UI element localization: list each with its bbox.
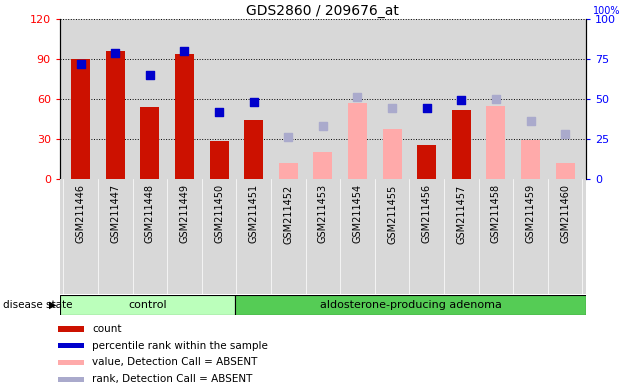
Text: ▶: ▶: [49, 300, 57, 310]
Point: [352, 94, 362, 100]
Bar: [348, 103, 367, 179]
Text: GSM211447: GSM211447: [110, 184, 120, 243]
Text: rank, Detection Call = ABSENT: rank, Detection Call = ABSENT: [92, 374, 253, 384]
Bar: [313, 152, 333, 179]
Bar: [58, 360, 84, 365]
Point: [249, 99, 259, 105]
Text: GSM211446: GSM211446: [76, 184, 86, 243]
Point: [214, 109, 224, 115]
Bar: [382, 129, 401, 179]
Text: 100%: 100%: [593, 7, 621, 17]
Point: [560, 131, 570, 137]
Bar: [58, 343, 84, 348]
Bar: [417, 146, 436, 179]
Text: GSM211453: GSM211453: [318, 184, 328, 243]
Bar: [556, 163, 575, 179]
Bar: [60, 295, 235, 315]
Point: [491, 96, 501, 102]
Point: [387, 105, 397, 111]
Bar: [58, 377, 84, 382]
Text: count: count: [92, 324, 122, 334]
Text: GSM211448: GSM211448: [145, 184, 155, 243]
Point: [145, 72, 155, 78]
Bar: [106, 51, 125, 179]
Point: [525, 118, 536, 124]
Text: value, Detection Call = ABSENT: value, Detection Call = ABSENT: [92, 358, 257, 367]
Bar: [486, 106, 505, 179]
Bar: [175, 54, 194, 179]
Bar: [244, 120, 263, 179]
Text: GSM211458: GSM211458: [491, 184, 501, 243]
Point: [110, 50, 120, 56]
Bar: [71, 59, 90, 179]
Point: [421, 105, 432, 111]
Text: disease state: disease state: [3, 300, 72, 310]
Bar: [235, 295, 586, 315]
Point: [284, 134, 294, 140]
Point: [76, 61, 86, 67]
Point: [456, 98, 466, 104]
Text: GSM211452: GSM211452: [284, 184, 294, 243]
Text: GSM211460: GSM211460: [560, 184, 570, 243]
Text: aldosterone-producing adenoma: aldosterone-producing adenoma: [319, 300, 501, 310]
Bar: [58, 326, 84, 332]
Bar: [521, 140, 540, 179]
Text: GSM211449: GSM211449: [180, 184, 190, 243]
Text: GSM211457: GSM211457: [456, 184, 466, 243]
Text: GSM211450: GSM211450: [214, 184, 224, 243]
Point: [318, 123, 328, 129]
Bar: [140, 107, 159, 179]
Text: control: control: [129, 300, 167, 310]
Bar: [452, 109, 471, 179]
Text: GSM211454: GSM211454: [352, 184, 362, 243]
Text: percentile rank within the sample: percentile rank within the sample: [92, 341, 268, 351]
Bar: [278, 163, 298, 179]
Text: GSM211451: GSM211451: [249, 184, 259, 243]
Text: GSM211456: GSM211456: [421, 184, 432, 243]
Bar: [210, 141, 229, 179]
Text: GSM211455: GSM211455: [387, 184, 397, 243]
Point: [180, 48, 190, 54]
Title: GDS2860 / 209676_at: GDS2860 / 209676_at: [246, 4, 399, 18]
Text: GSM211459: GSM211459: [525, 184, 536, 243]
